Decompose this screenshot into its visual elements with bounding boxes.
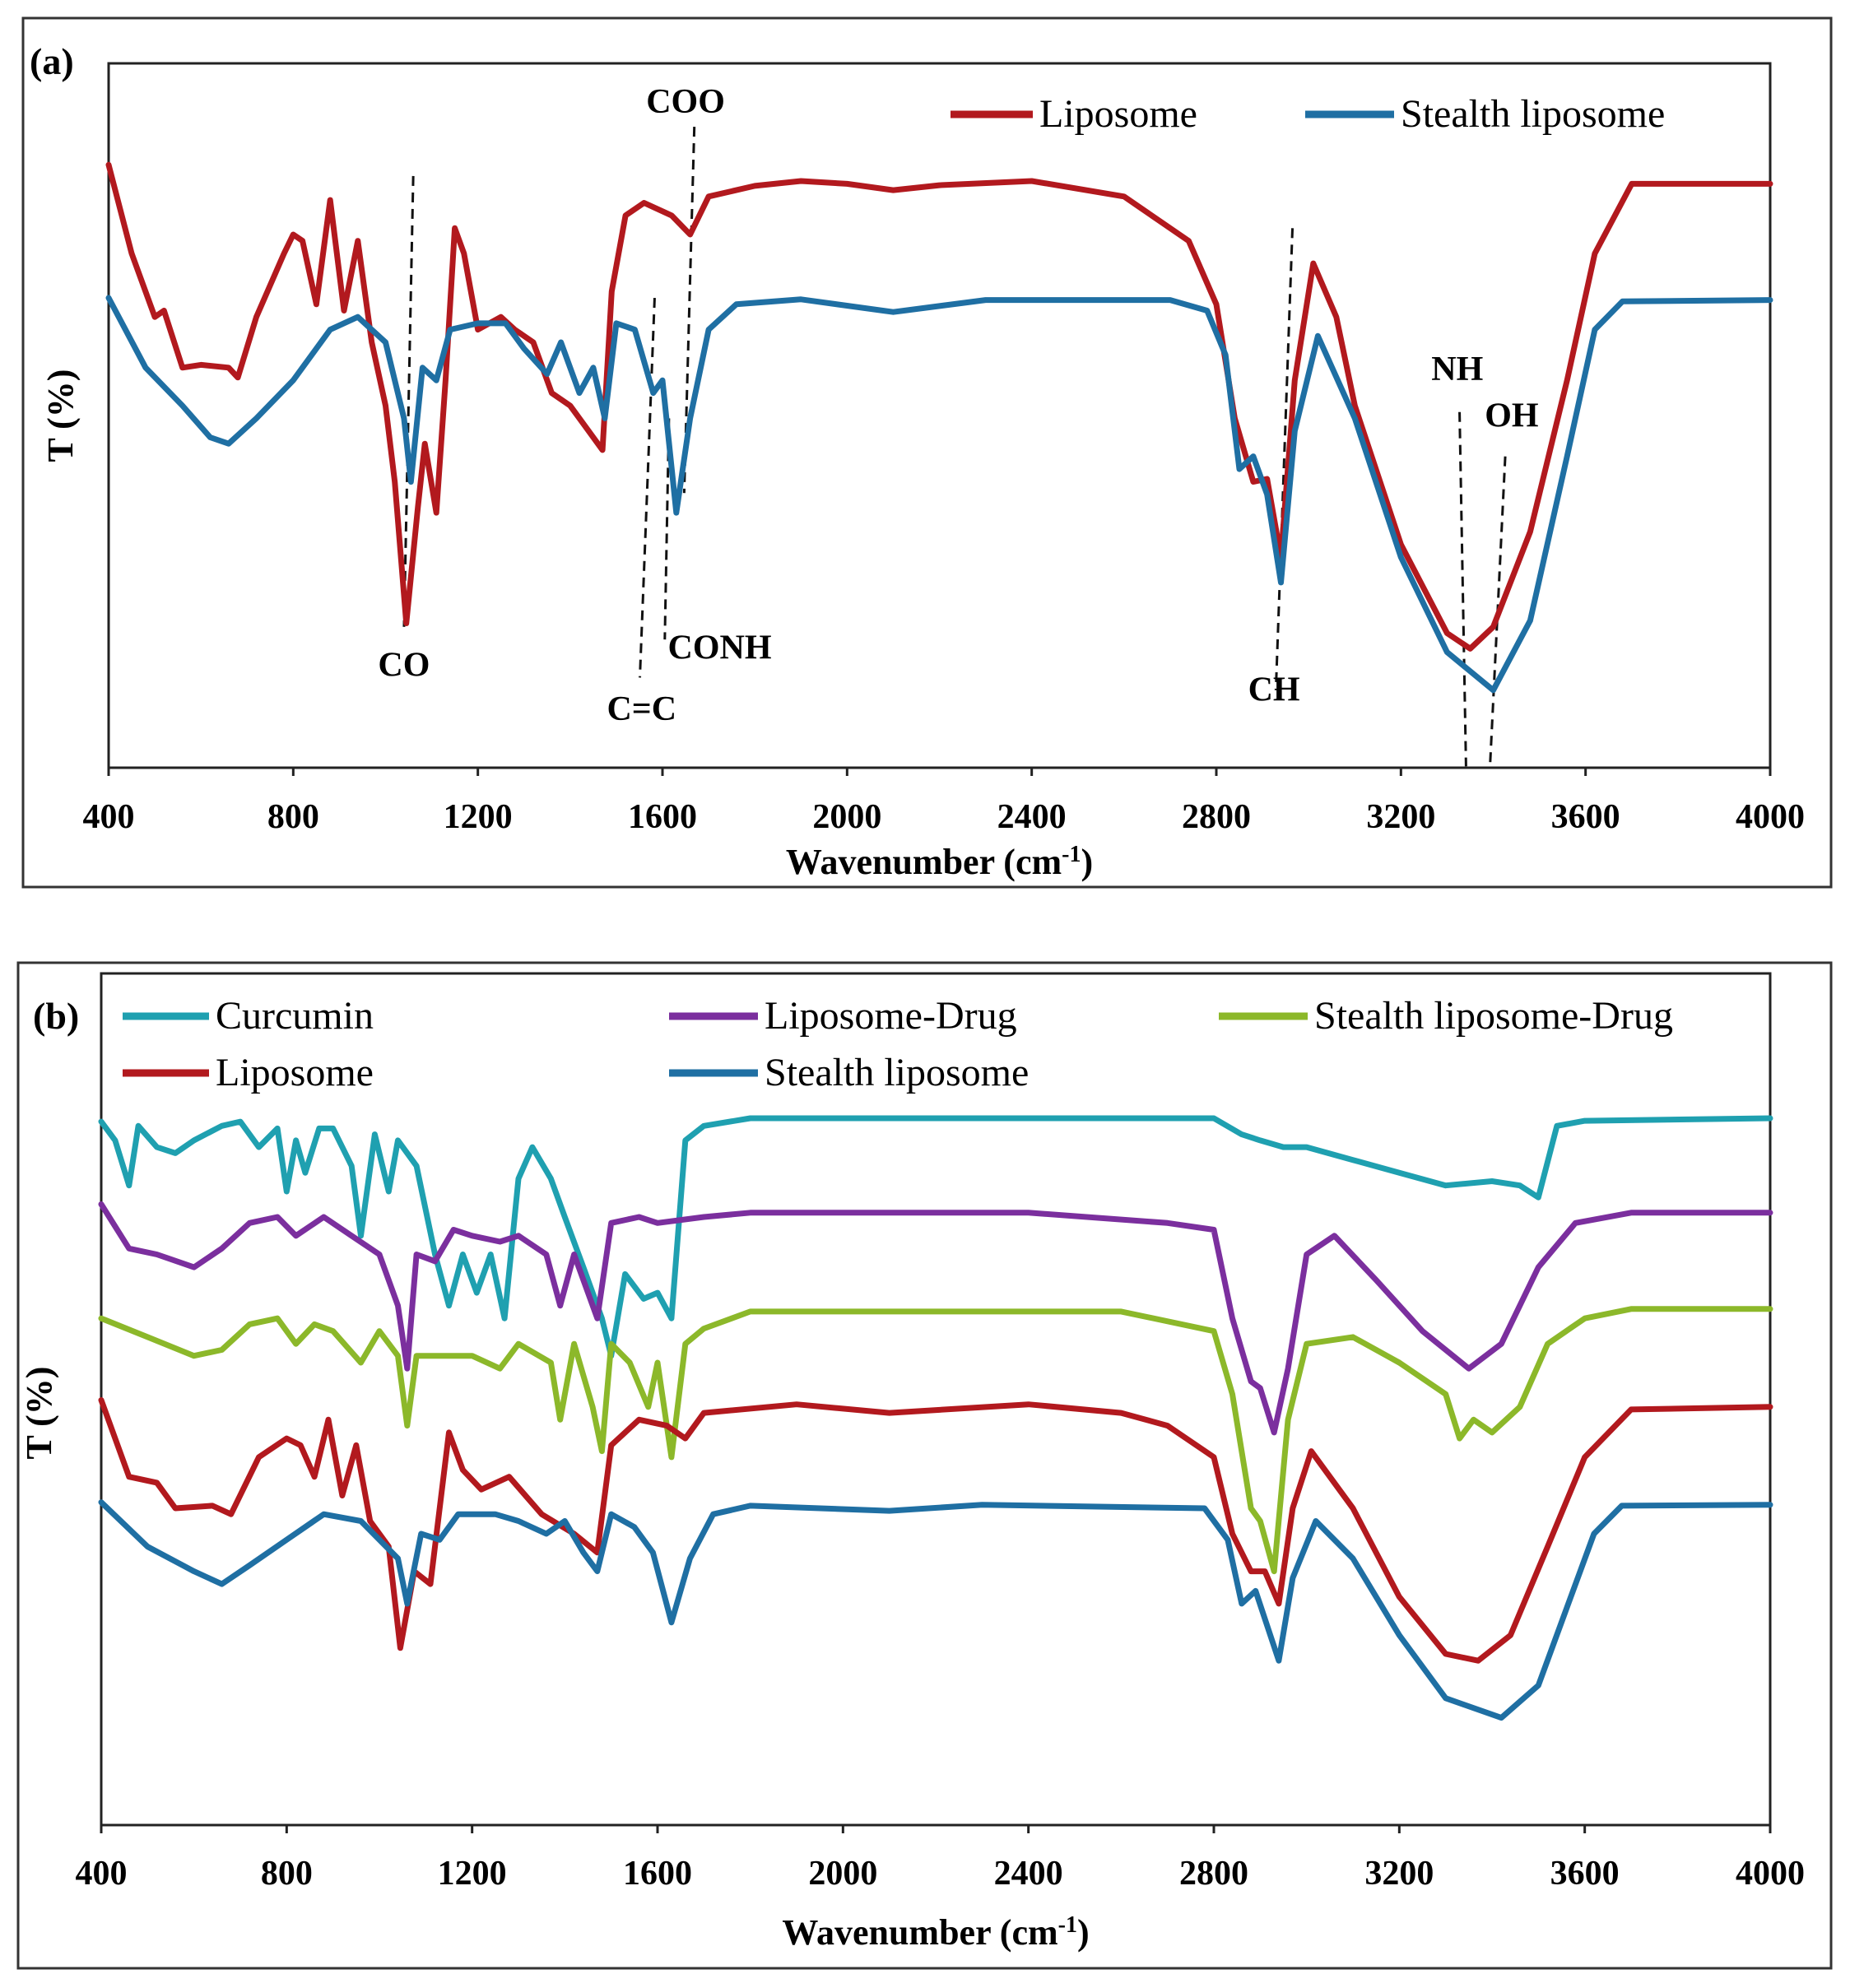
- legend-label: Liposome-Drug: [765, 994, 1017, 1038]
- plot-area: [100, 972, 1772, 1827]
- x-tick-label: 2400: [994, 1855, 1063, 1893]
- x-tick-label: 1200: [444, 798, 513, 836]
- panel-label: (a): [30, 40, 74, 82]
- x-tick-label: 1600: [628, 798, 697, 836]
- x-tick-label: 3600: [1550, 1855, 1620, 1893]
- annotation-line: [639, 297, 656, 678]
- x-axis-title: Wavenumber (cm-1): [786, 842, 1093, 883]
- x-tick-label: 800: [261, 1855, 313, 1893]
- x-axis-title-sup: -1: [1058, 1912, 1077, 1938]
- series-line-stealth-liposome: [98, 1499, 1773, 1721]
- y-axis-title: T (%): [40, 369, 81, 462]
- y-axis-title: T (%): [19, 1367, 59, 1460]
- panel-a: (a) 400 800 1200 1600 2000 2400 2800 3200 3600 400…: [21, 16, 1833, 889]
- x-axis-title-close: ): [1077, 1912, 1090, 1953]
- annotation-label: C=C: [607, 690, 676, 728]
- series-line-stealth-liposome-drug: [98, 1306, 1773, 1575]
- x-axis-title-text: Wavenumber (cm: [782, 1912, 1057, 1953]
- annotation-label: CH: [1248, 671, 1300, 709]
- legend-label: Liposome: [1039, 92, 1197, 136]
- series-line-liposome: [105, 161, 1773, 652]
- x-tick-label: 2400: [997, 798, 1067, 836]
- annotation-label: NH: [1431, 351, 1483, 388]
- annotation-line: [1274, 228, 1295, 690]
- panel-frame: [16, 961, 1833, 1970]
- series-line-curcumin: [98, 1115, 1773, 1359]
- x-axis-title-text: Wavenumber (cm: [786, 842, 1062, 882]
- annotation-label: OH: [1485, 397, 1538, 435]
- x-tick-label: 800: [267, 798, 319, 836]
- x-axis-title-sup: -1: [1062, 842, 1081, 867]
- x-tick-label: 1600: [623, 1855, 692, 1893]
- plot-area: [107, 62, 1772, 769]
- annotation-line: [402, 175, 415, 627]
- x-tick-label: 2000: [812, 798, 881, 836]
- x-tick-label: 400: [76, 1855, 128, 1893]
- x-tick-label: 2800: [1182, 798, 1251, 836]
- x-axis-title-close: ): [1081, 842, 1093, 882]
- x-axis-title: Wavenumber (cm-1): [782, 1912, 1089, 1953]
- series-line-liposome-drug: [98, 1201, 1773, 1436]
- annotation-label: COO: [646, 83, 725, 121]
- panel-frame: [21, 16, 1833, 889]
- series-line-liposome: [98, 1397, 1773, 1664]
- legend-label: Stealth liposome-Drug: [1314, 994, 1673, 1038]
- x-tick-label: 3200: [1366, 798, 1435, 836]
- x-tick-label: 1200: [438, 1855, 507, 1893]
- panel-label: (b): [33, 995, 79, 1037]
- x-tick-label: 4000: [1736, 1855, 1805, 1893]
- legend-label: Curcumin: [216, 994, 374, 1038]
- legend-label: Stealth liposome: [765, 1051, 1029, 1094]
- legend-label: Stealth liposome: [1401, 92, 1665, 136]
- legend-label: Liposome: [216, 1051, 374, 1094]
- series-line-stealth-liposome: [105, 295, 1773, 694]
- annotation-line: [1458, 411, 1467, 767]
- annotation-label: CONH: [668, 629, 772, 667]
- x-tick-label: 400: [83, 798, 135, 836]
- x-tick-label: 4000: [1736, 798, 1805, 836]
- annotation-label: CO: [378, 647, 430, 685]
- x-tick-label: 3600: [1551, 798, 1620, 836]
- x-tick-label: 2000: [808, 1855, 877, 1893]
- panel-b: (b) 400 800 1200 1600 2000 2400 2800 3200 3600 400…: [16, 961, 1833, 1970]
- x-tick-label: 2800: [1179, 1855, 1248, 1893]
- x-tick-label: 3200: [1364, 1855, 1434, 1893]
